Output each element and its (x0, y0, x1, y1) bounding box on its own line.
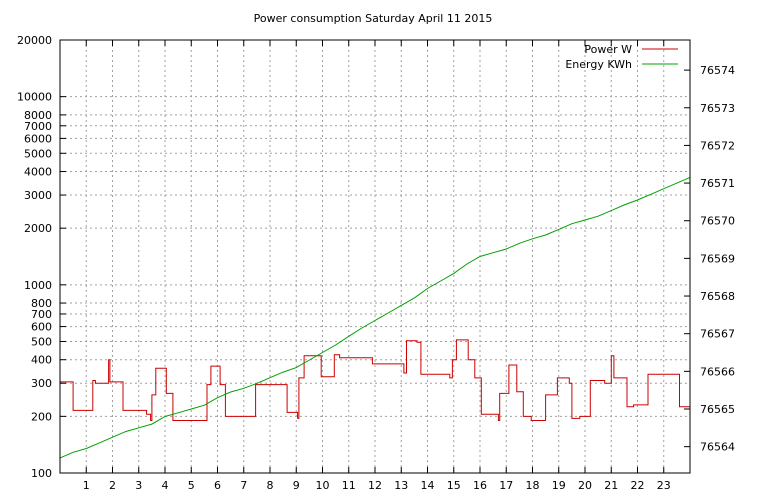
axis-ticks: 1 2 3 4 5 6 7 8 9 10 11 12 13 14 15 16 17 18 19 20 21 22 23100… (17, 34, 735, 492)
x-tick-label: 3 (135, 479, 142, 492)
x-tick-label: 21 (604, 479, 618, 492)
x-tick-label: 5 (188, 479, 195, 492)
x-tick-label: 1 (83, 479, 90, 492)
x-tick-label: 4 (162, 479, 169, 492)
y-tick-label: 200 (31, 410, 52, 423)
x-tick-label: 6 (214, 479, 221, 492)
y2-tick-label: 76572 (700, 139, 735, 152)
y2-tick-label: 76574 (700, 64, 735, 77)
x-tick-label: 13 (394, 479, 408, 492)
y2-tick-label: 76570 (700, 215, 735, 228)
x-tick-label: 18 (526, 479, 540, 492)
series-line-1 (59, 176, 691, 459)
y-tick-label: 400 (31, 354, 52, 367)
y-tick-label: 1000 (24, 279, 52, 292)
y-tick-label: 600 (31, 321, 52, 334)
y2-tick-label: 76571 (700, 177, 735, 190)
x-tick-label: 12 (368, 479, 382, 492)
x-tick-label: 17 (499, 479, 513, 492)
y-tick-label: 4000 (24, 166, 52, 179)
x-tick-label: 22 (631, 479, 645, 492)
y2-tick-label: 76569 (700, 252, 735, 265)
y-tick-label: 3000 (24, 189, 52, 202)
x-tick-label: 8 (267, 479, 274, 492)
y2-tick-label: 76564 (700, 441, 735, 454)
x-tick-label: 20 (578, 479, 592, 492)
legend-label-1: Energy KWh (565, 58, 632, 71)
y-tick-label: 700 (31, 308, 52, 321)
x-tick-label: 16 (473, 479, 487, 492)
grid (60, 40, 690, 473)
y2-tick-label: 76566 (700, 365, 735, 378)
x-tick-label: 23 (657, 479, 671, 492)
series-layer (59, 176, 691, 459)
y2-tick-label: 76573 (700, 102, 735, 115)
y-tick-label: 20000 (17, 34, 52, 47)
y2-tick-label: 76565 (700, 403, 735, 416)
y-tick-label: 10000 (17, 91, 52, 104)
y-tick-label: 6000 (24, 132, 52, 145)
y-tick-label: 100 (31, 467, 52, 480)
x-tick-label: 9 (293, 479, 300, 492)
y-tick-label: 2000 (24, 222, 52, 235)
y2-tick-label: 76568 (700, 290, 735, 303)
x-tick-label: 2 (109, 479, 116, 492)
y-tick-label: 7000 (24, 120, 52, 133)
y2-tick-label: 76567 (700, 328, 735, 341)
y-tick-label: 300 (31, 377, 52, 390)
y-tick-label: 800 (31, 297, 52, 310)
x-tick-label: 11 (342, 479, 356, 492)
x-tick-label: 14 (421, 479, 435, 492)
x-tick-label: 19 (552, 479, 566, 492)
y-tick-label: 8000 (24, 109, 52, 122)
legend: Power W Energy KWh (565, 43, 678, 71)
legend-label-0: Power W (584, 43, 632, 56)
x-tick-label: 10 (316, 479, 330, 492)
y-tick-label: 500 (31, 335, 52, 348)
y-tick-label: 5000 (24, 147, 52, 160)
chart-title: Power consumption Saturday April 11 2015 (254, 12, 493, 25)
x-tick-label: 7 (240, 479, 247, 492)
x-tick-label: 15 (447, 479, 461, 492)
series-line-0 (60, 339, 690, 421)
